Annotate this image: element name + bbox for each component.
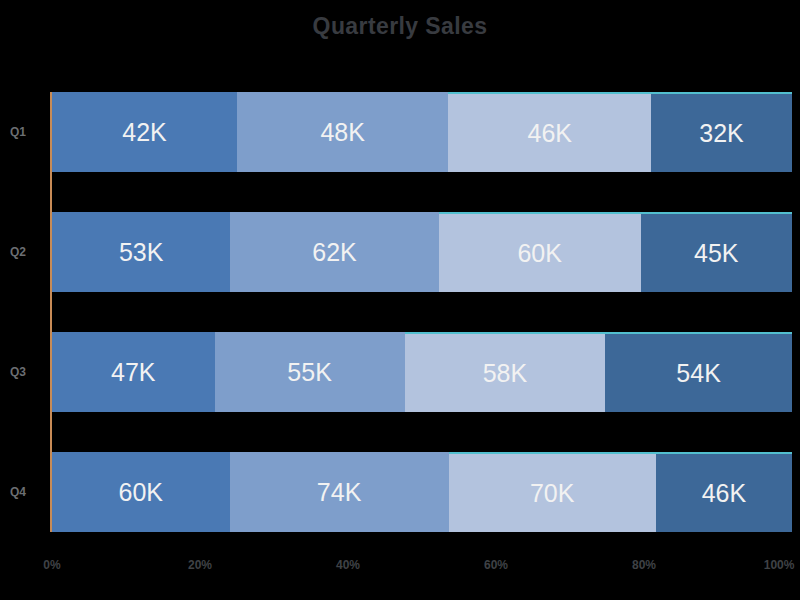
bar-segment: 58K	[405, 332, 606, 412]
stacked-bar: 53K 62K 60K 45K	[52, 212, 792, 292]
segment-value-label: 62K	[312, 238, 356, 267]
bar-segment: 54K	[605, 332, 792, 412]
row-label-q3: Q3	[10, 332, 48, 412]
x-axis-tick-label: 100%	[764, 558, 795, 572]
segment-value-label: 58K	[483, 359, 527, 388]
segment-value-label: 46K	[527, 119, 571, 148]
segment-value-label: 60K	[517, 239, 561, 268]
bar-row-q2: Q253K62K60K45K	[52, 212, 792, 292]
segment-value-label: 70K	[530, 479, 574, 508]
bar-segment: 62K	[230, 212, 439, 292]
row-label-q4: Q4	[10, 452, 48, 532]
bar-segment: 47K	[52, 332, 215, 412]
bar-segment: 53K	[52, 212, 230, 292]
x-axis: 0%20%40%60%80%100%	[52, 556, 792, 578]
bar-segment: 32K	[651, 92, 792, 172]
chart-title: Quarterly Sales	[0, 13, 800, 40]
segment-value-label: 53K	[119, 238, 163, 267]
x-axis-tick-label: 40%	[336, 558, 360, 572]
plot-area: Q142K48K46K32KQ253K62K60K45KQ347K55K58K5…	[52, 92, 792, 532]
x-axis-tick-label: 80%	[632, 558, 656, 572]
bar-segment: 46K	[448, 92, 651, 172]
bar-segment: 60K	[52, 452, 230, 532]
bar-segment: 55K	[215, 332, 405, 412]
stacked-bar: 42K 48K 46K 32K	[52, 92, 792, 172]
chart-canvas: Quarterly Sales Q1 42K 48K 46K 32K Q2 53K 62K 60…	[0, 0, 800, 600]
bar-segment: 42K	[52, 92, 237, 172]
segment-value-label: 48K	[320, 118, 364, 147]
x-axis-tick-label: 20%	[188, 558, 212, 572]
segment-value-label: 60K	[119, 478, 163, 507]
row-label-q2: Q2	[10, 212, 48, 292]
bar-row-q3: Q347K55K58K54K	[52, 332, 792, 412]
segment-value-label: 46K	[702, 479, 746, 508]
segment-value-label: 54K	[676, 359, 720, 388]
segment-value-label: 47K	[111, 358, 155, 387]
bar-segment: 74K	[230, 452, 449, 532]
segment-value-label: 45K	[694, 239, 738, 268]
segment-value-label: 74K	[317, 478, 361, 507]
row-label-q1: Q1	[10, 92, 48, 172]
x-axis-tick-label: 60%	[484, 558, 508, 572]
bar-row-q1: Q142K48K46K32K	[52, 92, 792, 172]
bar-segment: 70K	[449, 452, 656, 532]
bar-segment: 45K	[641, 212, 792, 292]
bar-segment: 46K	[656, 452, 792, 532]
bar-segment: 60K	[439, 212, 641, 292]
bar-row-q4: Q460K74K70K46K	[52, 452, 792, 532]
segment-value-label: 55K	[287, 358, 331, 387]
x-axis-tick-label: 0%	[43, 558, 60, 572]
segment-value-label: 42K	[122, 118, 166, 147]
stacked-bar: 60K 74K 70K 46K	[52, 452, 792, 532]
bar-segment: 48K	[237, 92, 448, 172]
segment-value-label: 32K	[699, 119, 743, 148]
stacked-bar: 47K 55K 58K 54K	[52, 332, 792, 412]
